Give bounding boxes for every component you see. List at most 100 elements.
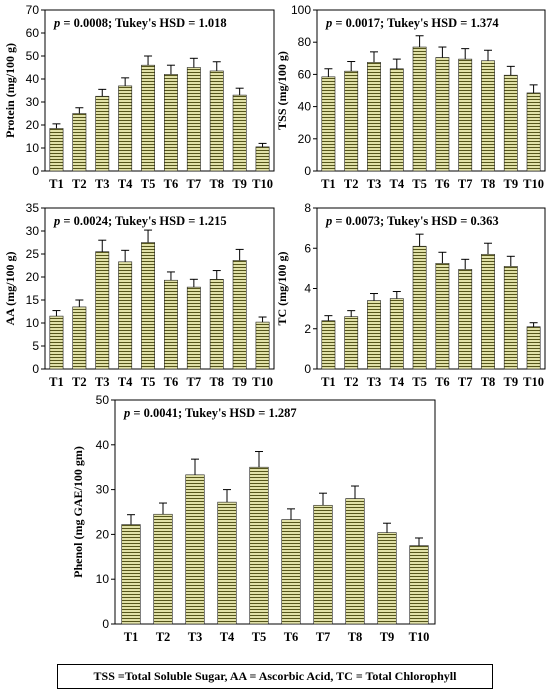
x-tick-label: T7 — [187, 177, 202, 191]
y-tick-label: 30 — [96, 483, 110, 497]
x-tick-label: T3 — [95, 375, 110, 389]
x-tick-label: T2 — [72, 375, 87, 389]
x-tick-label: T10 — [523, 375, 544, 389]
y-tick-label: 0 — [304, 164, 311, 178]
bar — [118, 261, 133, 370]
x-tick-label: T10 — [252, 177, 273, 191]
x-tick-label: T6 — [435, 177, 450, 191]
y-axis-label: TSS (mg/100 g) — [275, 51, 289, 130]
bar — [232, 260, 247, 370]
bar — [435, 57, 450, 172]
y-tick-label: 30 — [26, 95, 40, 109]
x-tick-label: T10 — [252, 375, 273, 389]
x-tick-label: T7 — [458, 375, 473, 389]
y-tick-label: 40 — [298, 100, 312, 114]
y-tick-label: 20 — [26, 118, 40, 132]
y-tick-label: 80 — [298, 35, 312, 49]
x-tick-label: T2 — [344, 375, 359, 389]
x-tick-label: T9 — [504, 375, 519, 389]
y-tick-label: 20 — [26, 270, 40, 284]
bar — [164, 279, 178, 370]
plot-frame — [44, 9, 275, 172]
bar — [481, 60, 495, 172]
bar — [49, 128, 64, 172]
bar — [389, 298, 404, 370]
y-tick-label: 0 — [304, 362, 311, 376]
bar — [118, 85, 133, 172]
x-tick-label: T7 — [187, 375, 202, 389]
x-tick-label: T1 — [321, 375, 336, 389]
x-tick-label: T5 — [412, 177, 427, 191]
chart-aa: 0 5 10 15 20 25 30 35 AA (mg/100 g) p = 0.0024; T… — [3, 201, 275, 389]
plot-frame — [44, 207, 275, 370]
y-tick-label: 60 — [298, 67, 312, 81]
y-tick-label: 60 — [26, 26, 40, 40]
bar — [121, 524, 141, 625]
bar — [412, 46, 427, 172]
stat-annotation: p = 0.0008; Tukey's HSD = 1.018 — [53, 16, 227, 30]
y-axis-label: AA (mg/100 g) — [3, 252, 17, 326]
y-tick-label: 30 — [26, 224, 40, 238]
bar — [186, 286, 201, 370]
bar — [281, 519, 301, 625]
x-tick-label: T4 — [220, 630, 235, 644]
x-tick-label: T3 — [367, 375, 382, 389]
bar — [186, 67, 201, 172]
chart-tss: 0 20 40 60 80 100 TSS (mg/100 g) p = 0.0017; Tu… — [275, 3, 546, 191]
y-tick-label: 20 — [298, 132, 312, 146]
bar — [255, 321, 270, 370]
chart-protein: 0 10 20 30 40 50 60 70 Protein (mg/100 g) p = 0.0… — [3, 3, 275, 191]
y-tick-label: 0 — [102, 617, 109, 631]
bar — [526, 92, 541, 172]
x-tick-label: T5 — [412, 375, 427, 389]
x-tick-label: T2 — [344, 177, 359, 191]
bar — [526, 326, 541, 370]
x-tick-label: T3 — [95, 177, 110, 191]
stat-annotation: p = 0.0024; Tukey's HSD = 1.215 — [53, 214, 227, 228]
x-tick-label: T5 — [141, 375, 156, 389]
bar — [72, 113, 87, 172]
x-tick-label: T8 — [481, 375, 496, 389]
x-tick-label: T5 — [252, 630, 267, 644]
bar — [313, 504, 333, 625]
bar — [344, 70, 359, 172]
x-tick-label: T2 — [156, 630, 171, 644]
bar — [503, 74, 518, 172]
bar — [367, 62, 381, 172]
x-tick-label: T8 — [348, 630, 363, 644]
bar — [209, 278, 224, 370]
plot-frame — [114, 399, 436, 625]
bar — [367, 300, 381, 370]
y-tick-label: 0 — [32, 362, 39, 376]
bar — [49, 315, 64, 370]
x-tick-label: T6 — [284, 630, 299, 644]
bar — [95, 251, 110, 370]
y-axis-label: Phenol (mg GAE/100 gm) — [71, 446, 85, 578]
bar — [95, 95, 110, 172]
x-tick-label: T6 — [164, 375, 179, 389]
y-tick-label: 70 — [26, 3, 40, 17]
y-tick-label: 40 — [96, 438, 110, 452]
bar — [164, 74, 178, 172]
y-tick-label: 25 — [26, 247, 40, 261]
x-tick-label: T3 — [367, 177, 382, 191]
x-tick-label: T8 — [481, 177, 496, 191]
y-axis-label: TC (mg/100 g) — [275, 252, 289, 326]
x-tick-label: T6 — [435, 375, 450, 389]
figure-caption: TSS =Total Soluble Sugar, AA = Ascorbic … — [57, 664, 493, 689]
bar — [409, 545, 429, 625]
x-tick-label: T10 — [523, 177, 544, 191]
x-tick-label: T9 — [232, 177, 247, 191]
x-tick-label: T8 — [209, 177, 224, 191]
y-tick-label: 10 — [96, 572, 110, 586]
y-tick-label: 2 — [304, 322, 311, 336]
y-tick-label: 0 — [32, 164, 39, 178]
bar — [458, 269, 473, 370]
x-tick-label: T10 — [409, 630, 430, 644]
x-tick-label: T9 — [380, 630, 395, 644]
bar — [377, 532, 397, 625]
bar — [153, 513, 173, 625]
y-tick-label: 15 — [26, 293, 40, 307]
bar — [389, 68, 404, 172]
y-tick-label: 50 — [96, 393, 110, 407]
